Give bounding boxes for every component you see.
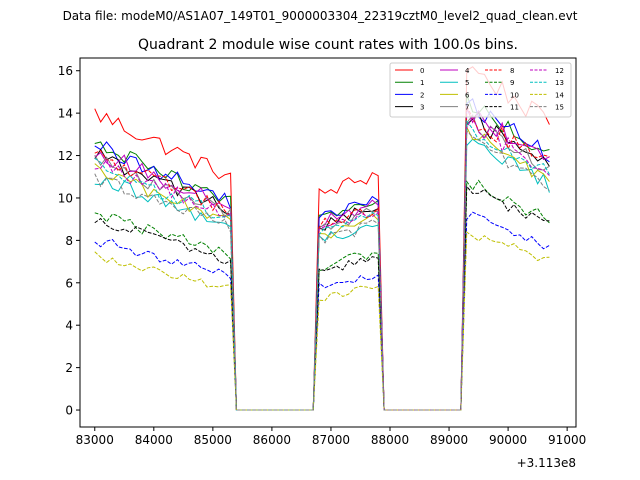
y-tick-label: 0 — [65, 404, 73, 418]
series-line-7 — [94, 113, 550, 411]
chart-title: Quadrant 2 module wise count rates with … — [138, 37, 518, 53]
x-tick-label: 90000 — [489, 433, 527, 447]
series-line-14 — [94, 231, 550, 411]
legend-label: 2 — [420, 91, 424, 99]
legend-label: 7 — [465, 104, 469, 112]
y-tick-label: 14 — [58, 107, 73, 121]
series-line-6 — [94, 126, 550, 411]
series-line-10 — [94, 211, 550, 411]
legend-label: 6 — [465, 91, 470, 99]
x-tick-label: 87000 — [312, 433, 350, 447]
x-tick-label: 91000 — [548, 433, 586, 447]
legend-label: 4 — [465, 67, 470, 75]
series-line-13 — [94, 119, 550, 411]
plot-frame — [79, 57, 577, 428]
legend-label: 14 — [555, 91, 564, 99]
legend-label: 15 — [555, 104, 564, 112]
series-line-4 — [94, 107, 550, 411]
y-tick-label: 12 — [58, 149, 73, 163]
x-tick-label: 89000 — [430, 433, 468, 447]
series-line-1 — [94, 94, 550, 411]
y-tick-label: 16 — [58, 64, 73, 78]
legend-label: 3 — [420, 104, 424, 112]
legend-label: 0 — [420, 67, 424, 75]
legend-label: 5 — [465, 79, 469, 87]
legend-label: 9 — [510, 79, 514, 87]
x-axis: 83000 84000 85000 86000 87000 88000 89000 90000… — [76, 427, 586, 447]
y-tick-label: 10 — [58, 191, 73, 205]
y-axis: 0 2 4 6 8 10 12 14 16 — [58, 64, 80, 418]
legend-label: 12 — [555, 67, 564, 75]
chart-suptitle: Data file: modeM0/AS1A07_149T01_90000033… — [63, 9, 578, 23]
y-tick-label: 6 — [65, 276, 73, 290]
series-line-8 — [94, 106, 550, 411]
y-tick-label: 4 — [65, 319, 73, 333]
x-tick-label: 85000 — [194, 433, 232, 447]
x-tick-label: 86000 — [253, 433, 291, 447]
legend-box — [389, 62, 572, 118]
x-offset-label: +3.113e8 — [517, 456, 576, 470]
legend-label: 10 — [510, 91, 519, 99]
legend-label: 1 — [420, 79, 424, 87]
x-tick-label: 84000 — [135, 433, 173, 447]
series-line-11 — [94, 185, 550, 411]
plot-lines — [94, 66, 550, 411]
series-line-2 — [94, 97, 550, 411]
series-line-12 — [94, 115, 550, 411]
legend-label: 8 — [510, 67, 514, 75]
legend-label: 11 — [510, 104, 519, 112]
y-tick-label: 2 — [65, 361, 73, 375]
legend-label: 13 — [555, 79, 564, 87]
y-tick-label: 8 — [65, 234, 73, 248]
x-tick-label: 83000 — [76, 433, 114, 447]
series-line-15 — [94, 129, 550, 411]
x-tick-label: 88000 — [371, 433, 409, 447]
